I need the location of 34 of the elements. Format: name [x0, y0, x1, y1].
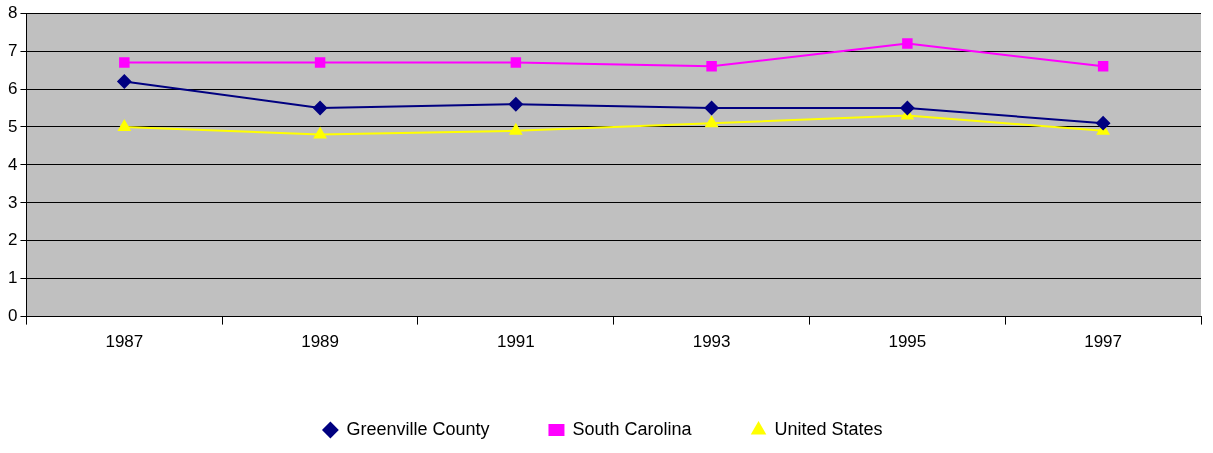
point [705, 116, 718, 128]
point [900, 101, 915, 116]
point [118, 119, 131, 131]
point [510, 57, 522, 68]
point [509, 123, 523, 135]
y-tick-label: 4 [7, 154, 18, 174]
x-tick-label: 1993 [692, 332, 731, 352]
y-tick-label: 7 [7, 40, 18, 60]
y-tick-label: 5 [7, 116, 18, 136]
x-tick-label: 1987 [105, 332, 144, 352]
point [313, 101, 328, 116]
point [117, 74, 132, 89]
y-tick-label: 3 [7, 192, 18, 212]
x-tick-label: 1995 [888, 332, 927, 352]
legend-label: Greenville County [346, 418, 490, 439]
y-tick-label: 6 [7, 78, 18, 98]
y-tick-label: 2 [7, 230, 18, 250]
point [704, 101, 719, 116]
y-tick-label: 8 [7, 2, 18, 22]
point [902, 38, 913, 49]
point [313, 127, 327, 139]
point [314, 57, 326, 68]
y-tick-label: 1 [7, 268, 18, 288]
x-tick-label: 1997 [1084, 332, 1123, 352]
point [508, 97, 523, 112]
point [1096, 116, 1111, 131]
point [706, 61, 717, 72]
y-tick-label: 0 [7, 306, 18, 326]
x-tick-label: 1991 [496, 332, 535, 352]
point [1097, 61, 1109, 72]
x-tick-label: 1989 [301, 332, 340, 352]
legend-label: United States [774, 418, 883, 439]
point [119, 57, 130, 68]
legend-label: South Carolina [572, 418, 693, 439]
